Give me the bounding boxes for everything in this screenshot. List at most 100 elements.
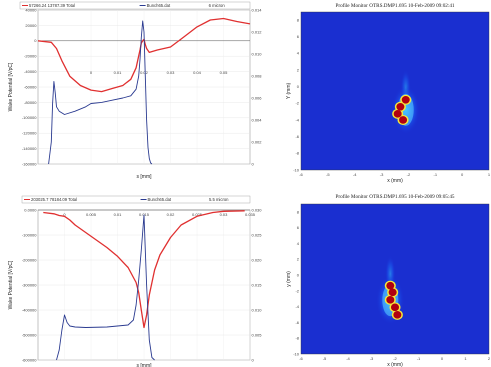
y-tick-label: -10 bbox=[293, 167, 300, 172]
x-tick-label: 1 bbox=[464, 356, 467, 361]
heatmap-field bbox=[300, 11, 490, 171]
y2-tick-label: 0 bbox=[252, 357, 255, 362]
y2-tick-label: 0.012 bbox=[252, 29, 263, 34]
x-tick-label: 0.03 bbox=[220, 212, 229, 217]
y-tick-label: -140000 bbox=[22, 146, 37, 151]
y2-tick-label: 0.006 bbox=[252, 95, 263, 100]
legend-entry: 57266.24 13787.39 Total bbox=[29, 3, 75, 8]
beam-core bbox=[396, 103, 405, 111]
legend-entry: Bunch65.dat bbox=[148, 197, 172, 202]
y-tick-label: -6 bbox=[295, 320, 299, 325]
y-tick-label: 20000 bbox=[25, 23, 37, 28]
y-tick-label: -120000 bbox=[22, 131, 37, 136]
x-tick-label: 0.035 bbox=[245, 212, 256, 217]
x-tick-label: 0.03 bbox=[167, 70, 176, 75]
y-tick-label: -4 bbox=[295, 117, 299, 122]
y-tick-label: -60000 bbox=[24, 84, 37, 89]
y-tick-label: -600000 bbox=[22, 357, 37, 362]
beam-core bbox=[391, 303, 399, 312]
y-tick-label: 4 bbox=[297, 51, 300, 56]
y-tick-label: -8 bbox=[295, 336, 299, 341]
wake-chart-bottom: 203025.7 78184.09 Total Bunch65.dat 5.5 mi… bbox=[8, 195, 263, 367]
x-tick-label: -3 bbox=[380, 172, 384, 177]
y-tick-label: -200000 bbox=[22, 257, 37, 262]
x-tick-label: -4 bbox=[353, 172, 357, 177]
y-tick-label: 0 bbox=[297, 84, 300, 89]
series-line-bunch bbox=[56, 214, 155, 361]
x-tick-label: -6 bbox=[299, 172, 303, 177]
y-tick-label: -500000 bbox=[22, 332, 37, 337]
x-tick-label: 0.025 bbox=[192, 212, 203, 217]
x-tick-label: 2 bbox=[488, 356, 491, 361]
chart-title: Profile Monitor OTRS.DMP1.695 10-Feb-200… bbox=[335, 193, 454, 200]
y-tick-label: -100000 bbox=[22, 115, 37, 120]
legend-box bbox=[21, 195, 251, 204]
y-axis-label: Wake Potential [V/pC] bbox=[8, 62, 14, 111]
wake-chart-top: 57266.24 13787.39 Total Bunch65.dat 6 micr… bbox=[8, 1, 263, 180]
y-tick-label: 8 bbox=[297, 17, 300, 22]
y-tick-label: 8 bbox=[297, 209, 300, 214]
legend-box bbox=[19, 1, 251, 10]
profile-monitor-top: Profile Monitor OTRS.DMP1.695 10-Feb-200… bbox=[286, 2, 491, 184]
x-tick-label: 0 bbox=[63, 212, 66, 217]
y2-tick-label: 0.004 bbox=[252, 117, 263, 122]
y2-tick-label: 0.015 bbox=[252, 282, 263, 287]
y2-tick-label: 0.002 bbox=[252, 139, 263, 144]
y-tick-label: 2 bbox=[297, 257, 300, 262]
y-tick-label: -400000 bbox=[22, 307, 37, 312]
x-tick-label: -1 bbox=[434, 172, 438, 177]
y2-tick-label: 0.005 bbox=[252, 332, 263, 337]
y-tick-label: 2 bbox=[297, 67, 300, 72]
legend-entry: 6 micron bbox=[209, 3, 226, 8]
series-line-bunch bbox=[48, 20, 153, 165]
beam-core bbox=[386, 281, 395, 290]
x-tick-label: -1 bbox=[417, 356, 421, 361]
beam-core bbox=[386, 296, 395, 304]
y-tick-label: -10 bbox=[293, 351, 300, 356]
x-tick-label: 0.02 bbox=[140, 70, 149, 75]
x-tick-label: -2 bbox=[407, 172, 411, 177]
profile-monitor-bottom: Profile Monitor OTRS.DMP1.695 10-Feb-200… bbox=[286, 193, 491, 367]
y-tick-label: -2 bbox=[295, 288, 299, 293]
x-tick-label: 0.01 bbox=[114, 70, 123, 75]
x-tick-label: 0.005 bbox=[86, 212, 97, 217]
beam-core bbox=[388, 288, 397, 297]
beam-core bbox=[399, 116, 408, 124]
y2-tick-label: 0.008 bbox=[252, 73, 263, 78]
y-tick-label: -80000 bbox=[24, 100, 37, 105]
y-axis-label: y (mm) bbox=[286, 271, 292, 287]
x-tick-label: 0 bbox=[90, 70, 93, 75]
x-tick-label: 0 bbox=[461, 172, 464, 177]
y-tick-label: 4 bbox=[297, 241, 300, 246]
y-axis-label: Wake Potential [V/pC] bbox=[8, 260, 14, 309]
x-tick-label: 0.01 bbox=[114, 212, 123, 217]
x-axis-label: s [mm] bbox=[137, 174, 153, 180]
x-axis-label: x (mm) bbox=[387, 362, 403, 367]
y2-tick-label: 0.025 bbox=[252, 232, 263, 237]
x-tick-label: -5 bbox=[326, 172, 330, 177]
x-tick-label: -2 bbox=[393, 356, 397, 361]
x-tick-label: 0.015 bbox=[139, 212, 150, 217]
y-tick-label: -6 bbox=[295, 134, 299, 139]
x-tick-label: 1 bbox=[488, 172, 491, 177]
y-tick-label: -160000 bbox=[22, 161, 37, 166]
x-tick-label: -5 bbox=[323, 356, 327, 361]
x-tick-label: 0.05 bbox=[220, 70, 229, 75]
y2-tick-label: 0.010 bbox=[252, 51, 263, 56]
y-tick-label: 6 bbox=[297, 34, 300, 39]
y-tick-label: -8 bbox=[295, 151, 299, 156]
y-tick-label: -300000 bbox=[22, 282, 37, 287]
x-axis-label: s [mm] bbox=[137, 363, 153, 367]
series-line-total bbox=[43, 210, 245, 329]
x-tick-label: 0 bbox=[441, 356, 444, 361]
y2-tick-label: 0.020 bbox=[252, 257, 263, 262]
y-axis-label: Y (mm) bbox=[286, 83, 292, 100]
y-tick-label: -20000 bbox=[24, 54, 37, 59]
legend-entry: Bunch65.dat bbox=[147, 3, 171, 8]
beam-core bbox=[393, 311, 402, 319]
legend-entry: 203025.7 78184.09 Total bbox=[31, 197, 77, 202]
y-tick-label: -100000 bbox=[22, 232, 37, 237]
legend: 57266.24 13787.39 Total Bunch65.dat 6 micr… bbox=[19, 1, 251, 10]
beam-core bbox=[393, 110, 402, 118]
